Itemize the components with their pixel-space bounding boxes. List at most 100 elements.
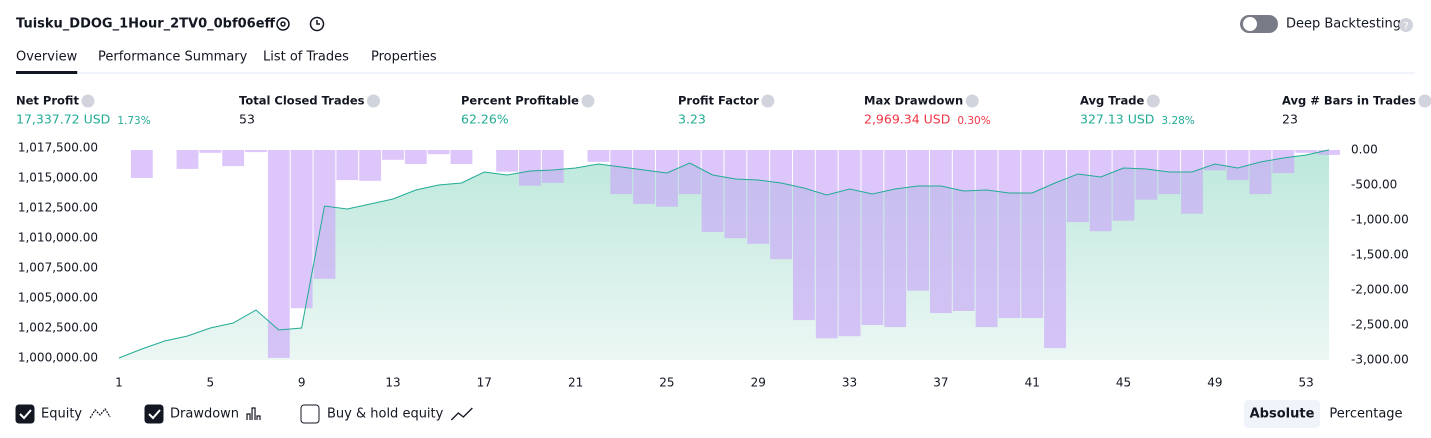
tabs-divider — [16, 72, 1415, 74]
y-tick-label: 1,005,000.00 — [18, 291, 98, 305]
drawdown-bar — [610, 150, 633, 195]
y2-tick-label: -1,000.00 — [1351, 213, 1409, 227]
y2-tick-label: -3,000.00 — [1351, 353, 1409, 367]
metric-percent: 3.28% — [1161, 115, 1194, 127]
drawdown-bar — [267, 150, 290, 358]
drawdown-bar — [815, 150, 838, 339]
drawdown-bar — [404, 150, 427, 164]
metric-value: 3.23 — [678, 112, 706, 127]
x-tick-label: 49 — [1207, 376, 1222, 390]
metric-label: Percent Profitable — [461, 94, 579, 108]
drawdown-bar — [290, 150, 313, 309]
drawdown-bar — [382, 150, 404, 160]
drawdown-bar — [792, 150, 815, 321]
metric-label: Total Closed Trades — [239, 94, 365, 108]
metric-value: 23 — [1282, 112, 1298, 127]
metric-value: 62.26% — [461, 112, 509, 127]
drawdown-bar — [1272, 150, 1295, 174]
scale-mode-button[interactable]: Percentage — [1329, 407, 1402, 422]
tab[interactable]: List of Trades — [263, 50, 349, 65]
drawdown-bar — [1203, 150, 1226, 171]
metric-label: Avg Trade — [1080, 94, 1144, 108]
metric-value: 327.13 USD — [1080, 112, 1154, 127]
legend-label: Buy & hold equity — [327, 407, 444, 422]
x-tick-label: 41 — [1025, 376, 1040, 390]
x-tick-label: 1 — [115, 376, 123, 390]
drawdown-bar — [222, 150, 245, 167]
y-tick-label: 1,007,500.00 — [18, 261, 98, 275]
help-icon[interactable]: ? — [1399, 18, 1413, 32]
drawdown-bar — [929, 150, 952, 314]
drawdown-bar — [450, 150, 473, 164]
drawdown-bar — [1295, 150, 1318, 153]
drawdown-bar — [1249, 150, 1272, 195]
info-icon[interactable] — [81, 94, 95, 108]
tab[interactable]: Properties — [371, 50, 437, 65]
x-tick-label: 17 — [477, 376, 492, 390]
legend-icon — [246, 407, 261, 420]
legend-label: Drawdown — [170, 407, 239, 422]
settings-icon[interactable] — [276, 17, 290, 31]
svg-text:?: ? — [1403, 21, 1408, 32]
drawdown-bar — [1021, 150, 1044, 318]
info-icon[interactable] — [1146, 94, 1160, 108]
drawdown-bar — [907, 150, 929, 291]
add-alert-icon[interactable] — [309, 16, 325, 32]
drawdown-bar — [770, 150, 792, 260]
drawdown-bar — [130, 150, 153, 178]
info-icon[interactable] — [1418, 94, 1431, 108]
checkmark — [148, 409, 161, 420]
tab[interactable]: Overview — [16, 50, 78, 65]
x-tick-label: 5 — [207, 376, 215, 390]
x-tick-label: 29 — [751, 376, 766, 390]
y-tick-label: 1,000,000.00 — [18, 351, 98, 365]
y-tick-label: 1,015,000.00 — [18, 171, 98, 185]
drawdown-bar — [427, 150, 450, 155]
metric-percent: 0.30% — [957, 115, 990, 127]
drawdown-bar — [747, 150, 770, 244]
x-tick-label: 13 — [385, 376, 400, 390]
tab[interactable]: Performance Summary — [98, 50, 248, 65]
info-icon[interactable] — [761, 94, 775, 108]
drawdown-bar — [1226, 150, 1249, 181]
metric-value: 53 — [239, 112, 255, 127]
scale-mode-button[interactable]: Absolute — [1250, 407, 1315, 422]
drawdown-bar — [884, 150, 907, 328]
checkbox[interactable] — [144, 404, 164, 424]
drawdown-bar — [952, 150, 975, 311]
info-icon[interactable] — [581, 94, 595, 108]
drawdown-bar — [633, 150, 656, 204]
checkbox[interactable] — [300, 404, 320, 424]
checkbox[interactable] — [15, 404, 35, 424]
y2-tick-label: -500.00 — [1351, 178, 1397, 192]
metric-label: Avg # Bars in Trades — [1282, 94, 1416, 108]
metric-value: 2,969.34 USD — [864, 112, 950, 127]
metric-label: Max Drawdown — [864, 94, 963, 108]
drawdown-bar — [1066, 150, 1089, 223]
drawdown-bar — [975, 150, 998, 328]
drawdown-bar — [678, 150, 701, 195]
y-tick-label: 1,017,500.00 — [18, 141, 98, 155]
y2-tick-label: -1,500.00 — [1351, 248, 1409, 262]
y2-tick-label: -2,000.00 — [1351, 283, 1409, 297]
drawdown-bar — [1318, 150, 1340, 155]
y-tick-label: 1,012,500.00 — [18, 201, 98, 215]
deep-backtesting-label: Deep Backtesting — [1286, 17, 1401, 32]
drawdown-bar — [359, 150, 382, 181]
legend-icon — [450, 407, 473, 421]
drawdown-bar — [587, 150, 610, 162]
drawdown-bar — [199, 150, 222, 153]
info-icon[interactable] — [965, 94, 979, 108]
legend-icon — [89, 407, 111, 419]
y-tick-label: 1,002,500.00 — [18, 321, 98, 335]
drawdown-bar — [1089, 150, 1112, 232]
x-tick-label: 53 — [1299, 376, 1314, 390]
drawdown-bar — [313, 150, 336, 279]
drawdown-bar — [1181, 150, 1203, 214]
drawdown-bar — [519, 150, 541, 186]
deep-backtesting-toggle[interactable] — [1240, 15, 1278, 33]
legend-label: Equity — [41, 407, 82, 422]
y2-tick-label: 0.00 — [1351, 143, 1378, 157]
info-icon[interactable] — [366, 94, 380, 108]
